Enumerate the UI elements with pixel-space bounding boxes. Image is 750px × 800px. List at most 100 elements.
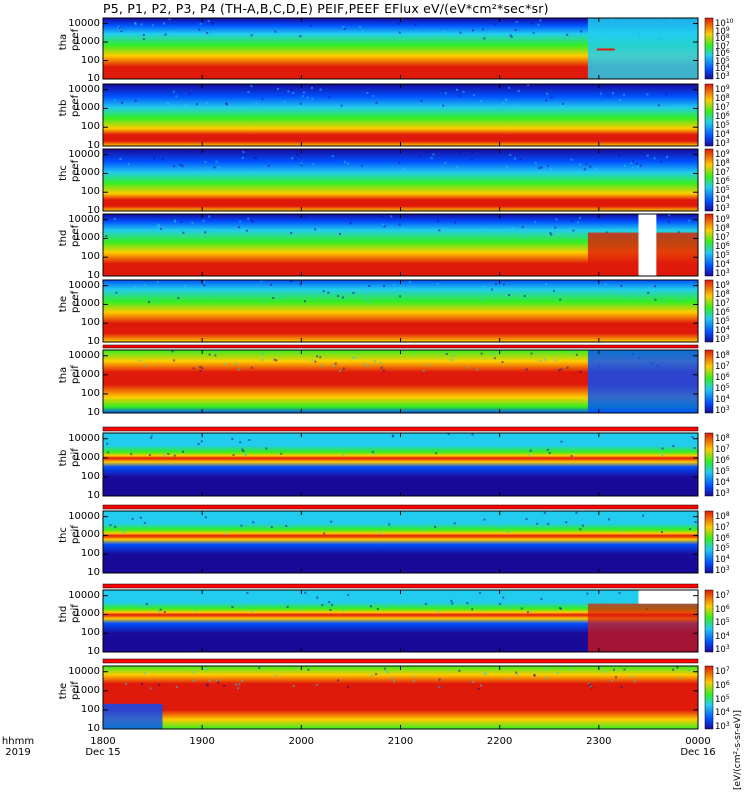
heatmap-texture: [367, 602, 370, 605]
heatmap-texture: [156, 281, 159, 283]
heatmap-texture: [437, 220, 440, 223]
heatmap-texture: [369, 605, 372, 608]
heatmap-texture: [225, 103, 228, 106]
heatmap-texture: [491, 288, 494, 291]
heatmap-texture: [672, 668, 675, 671]
heatmap-texture: [270, 596, 273, 599]
heatmap-texture: [382, 223, 385, 226]
heatmap-texture: [153, 157, 155, 160]
heatmap-texture: [122, 532, 124, 534]
heatmap-texture: [143, 364, 146, 367]
heatmap-texture: [508, 294, 511, 296]
heatmap-texture: [546, 164, 549, 167]
colorbar-tick-label: 106: [715, 679, 730, 691]
heatmap-texture: [676, 666, 679, 669]
heatmap-texture: [312, 287, 315, 290]
heatmap-texture: [459, 31, 462, 34]
heatmap-texture: [406, 215, 409, 218]
heatmap-texture: [565, 521, 568, 524]
y-axis-label: thd: [58, 605, 69, 623]
colorbar: [704, 349, 714, 414]
heatmap-texture: [311, 359, 313, 362]
heatmap-texture: [154, 288, 157, 291]
heatmap-texture: [310, 520, 313, 523]
heatmap-texture: [145, 603, 148, 605]
colorbar-tick-label: 108: [715, 511, 730, 522]
heatmap-texture: [134, 99, 137, 102]
heatmap-texture: [461, 437, 464, 440]
colorbar-tick-label: 108: [715, 93, 730, 104]
colorbar: [704, 589, 714, 653]
heatmap-texture: [664, 512, 667, 515]
heatmap-texture: [529, 449, 532, 452]
heatmap-texture: [183, 284, 186, 287]
colorbar: [704, 432, 714, 497]
heatmap-texture: [240, 524, 243, 527]
heatmap-texture: [206, 32, 209, 34]
chart-title: P5, P1, P2, P3, P4 (TH-A,B,C,D,E) PEIF,P…: [103, 1, 549, 16]
heatmap-texture: [352, 291, 355, 294]
heatmap-texture: [215, 160, 218, 163]
heatmap-texture: [134, 22, 137, 24]
heatmap-texture: [238, 683, 241, 686]
heatmap-texture: [250, 219, 253, 222]
heatmap-texture: [639, 164, 642, 167]
heatmap-texture: [507, 677, 510, 680]
heatmap-texture: [151, 24, 154, 27]
heatmap-texture: [346, 524, 348, 526]
heatmap-texture: [191, 671, 194, 674]
heatmap-texture: [666, 155, 668, 158]
heatmap-texture: [238, 368, 240, 371]
heatmap-texture: [162, 22, 165, 25]
heatmap-texture: [518, 515, 521, 518]
heatmap-block: [587, 603, 698, 652]
heatmap-texture: [391, 677, 393, 680]
heatmap-texture: [570, 455, 573, 457]
heatmap-texture: [667, 220, 670, 223]
heatmap-texture: [364, 285, 367, 288]
heatmap-texture: [578, 163, 581, 166]
heatmap-texture: [201, 367, 204, 370]
heatmap-texture: [342, 26, 345, 28]
heatmap-texture: [265, 18, 268, 21]
heatmap-texture: [623, 668, 626, 671]
heatmap-texture: [618, 591, 621, 594]
heatmap-texture: [496, 433, 499, 436]
colorbar-tick-label: 104: [715, 194, 730, 205]
heatmap-texture: [660, 160, 663, 163]
heatmap-texture: [520, 607, 523, 610]
heatmap-texture: [327, 291, 330, 294]
heatmap-texture: [437, 610, 440, 613]
heatmap-texture: [415, 606, 418, 609]
heatmap-texture: [545, 282, 548, 285]
heatmap-texture: [677, 676, 680, 679]
heatmap-texture: [476, 368, 478, 371]
heatmap-texture: [530, 610, 533, 613]
heatmap-texture: [693, 447, 696, 449]
heatmap-texture: [140, 85, 143, 88]
heatmap-texture: [287, 525, 290, 528]
heatmap-texture: [493, 357, 496, 360]
heatmap-texture: [406, 596, 409, 599]
heatmap-texture: [678, 299, 681, 302]
heatmap-texture: [599, 601, 602, 604]
heatmap-texture: [238, 606, 241, 609]
heatmap-texture: [148, 454, 151, 457]
heatmap-band: [103, 280, 698, 342]
heatmap-texture: [537, 23, 540, 26]
heatmap-texture: [480, 298, 483, 300]
heatmap-texture: [158, 683, 161, 686]
heatmap-texture: [223, 684, 226, 687]
heatmap-texture: [647, 291, 650, 294]
colorbar-tick-label: 105: [715, 693, 730, 705]
heatmap-texture: [382, 369, 385, 372]
heatmap-texture: [577, 221, 580, 224]
heatmap-texture: [127, 84, 130, 87]
heatmap-texture: [316, 596, 319, 599]
heatmap-texture: [319, 356, 322, 359]
heatmap-texture: [195, 514, 198, 517]
heatmap-texture: [689, 528, 691, 531]
data-flag-bar: [102, 504, 699, 510]
heatmap-texture: [114, 525, 117, 528]
heatmap-texture: [203, 284, 206, 287]
